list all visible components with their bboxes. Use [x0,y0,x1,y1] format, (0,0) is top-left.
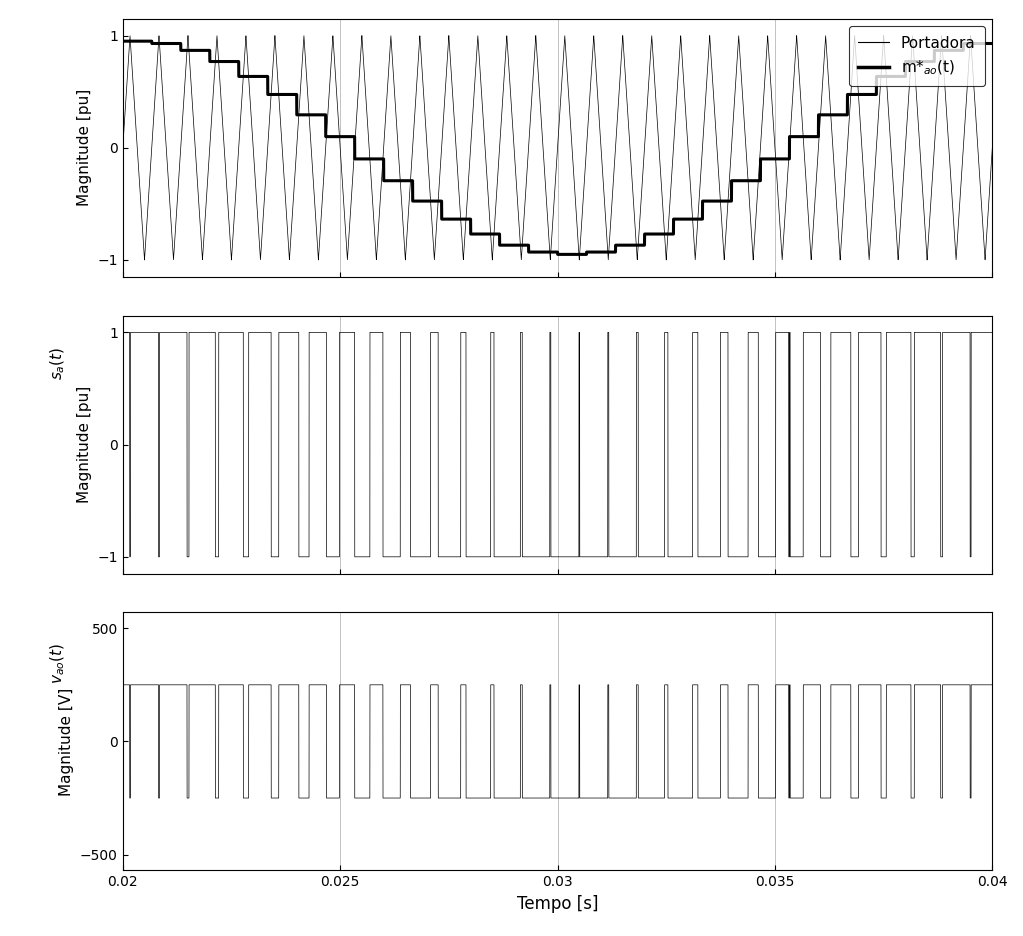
m*$_{ao}$(t) [923,56,935,67]
Portadora [923,233,935,244]
Portadora [182,30,194,41]
Y-axis label: Magnitude [pu]: Magnitude [pu] [77,386,92,504]
m*$_{ao}$(t) [827,110,839,121]
m*$_{ao}$(t) [574,249,586,260]
Line: Portadora: Portadora [123,36,992,260]
Portadora [574,249,586,260]
Portadora [117,142,129,154]
m*$_{ao}$(t) [584,246,596,257]
m*$_{ao}$(t) [986,37,998,49]
Portadora [740,138,752,149]
m*$_{ao}$(t) [217,56,229,67]
Text: $v_{ao}(t)$: $v_{ao}(t)$ [48,643,66,684]
Portadora [827,138,839,149]
Line: m*$_{ao}$(t): m*$_{ao}$(t) [123,41,992,255]
Portadora [584,89,596,100]
m*$_{ao}$(t) [551,249,564,260]
Legend: Portadora, m*$_{ao}$(t): Portadora, m*$_{ao}$(t) [849,26,985,86]
m*$_{ao}$(t) [117,36,129,47]
Y-axis label: Magnitude [V]: Magnitude [V] [59,687,75,796]
X-axis label: Tempo [s]: Tempo [s] [517,895,598,913]
Portadora [138,255,150,266]
Text: $s_a(t)$: $s_a(t)$ [48,346,66,380]
Portadora [217,131,229,142]
Portadora [986,142,998,154]
m*$_{ao}$(t) [740,175,752,186]
Y-axis label: Magnitude [pu]: Magnitude [pu] [77,89,92,207]
